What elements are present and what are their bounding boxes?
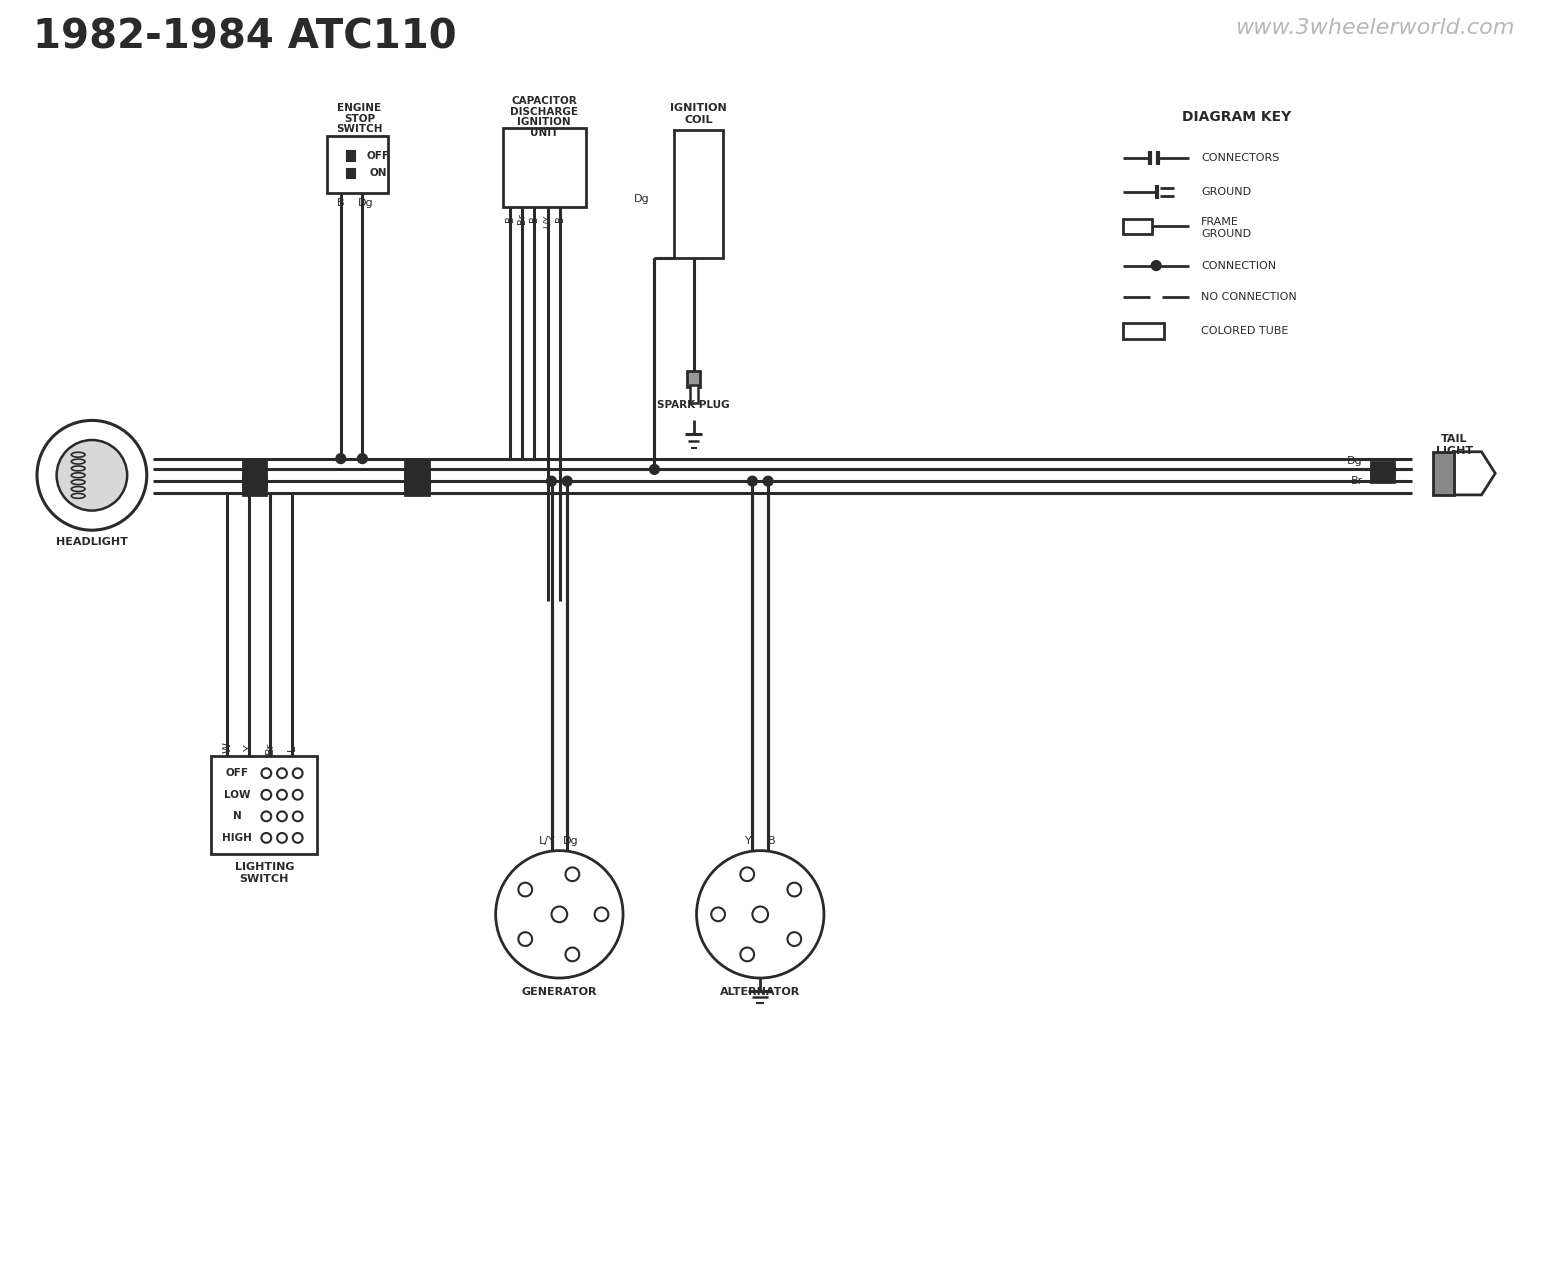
Text: B: B [768, 836, 776, 845]
Text: Dg: Dg [357, 197, 374, 207]
Text: LIGHTING: LIGHTING [235, 862, 294, 872]
Text: www.3wheelerworld.com: www.3wheelerworld.com [1236, 18, 1514, 38]
Circle shape [649, 465, 660, 475]
Circle shape [552, 906, 567, 922]
Circle shape [37, 420, 147, 530]
Text: Br: Br [1350, 476, 1363, 486]
Bar [502, 129, 586, 206]
Text: ON: ON [369, 168, 386, 178]
Bar [243, 475, 266, 495]
Bar [674, 130, 723, 257]
Circle shape [748, 476, 757, 486]
Circle shape [57, 440, 127, 510]
Bar [346, 151, 354, 160]
Text: Br: Br [266, 742, 275, 754]
Circle shape [294, 833, 303, 843]
Text: OFF: OFF [366, 150, 389, 160]
Circle shape [294, 789, 303, 799]
Text: STOP: STOP [345, 113, 375, 123]
Circle shape [294, 811, 303, 821]
Text: GENERATOR: GENERATOR [522, 987, 596, 997]
Text: Dg: Dg [564, 836, 579, 845]
Text: FRAME: FRAME [1202, 218, 1239, 228]
Text: B: B [505, 215, 516, 222]
Circle shape [335, 453, 346, 463]
Circle shape [547, 476, 556, 486]
Text: Dg: Dg [633, 193, 649, 204]
Bar [405, 458, 430, 488]
Text: B: B [555, 215, 565, 222]
Text: IGNITION: IGNITION [518, 117, 572, 127]
Text: GROUND: GROUND [1202, 229, 1251, 239]
Text: GROUND: GROUND [1202, 187, 1251, 197]
Bar [346, 168, 354, 178]
Circle shape [261, 769, 272, 778]
Circle shape [277, 811, 287, 821]
Text: UNIT: UNIT [530, 129, 558, 139]
Bar [689, 386, 697, 402]
Text: Dg: Dg [1347, 456, 1363, 466]
Circle shape [277, 833, 287, 843]
Text: B: B [528, 215, 539, 222]
Text: L: L [287, 745, 297, 751]
Bar [1370, 467, 1394, 482]
Text: 1982-1984 ATC110: 1982-1984 ATC110 [32, 18, 457, 57]
Text: SWITCH: SWITCH [337, 125, 383, 135]
Circle shape [562, 476, 572, 486]
Polygon shape [1454, 452, 1496, 495]
Bar [212, 756, 317, 854]
Circle shape [277, 769, 287, 778]
Circle shape [496, 850, 623, 978]
Text: CONNECTORS: CONNECTORS [1202, 153, 1279, 163]
Bar [1123, 323, 1163, 339]
Text: IGNITION: IGNITION [671, 103, 726, 113]
Text: DISCHARGE: DISCHARGE [510, 107, 578, 117]
Text: Y: Y [745, 836, 752, 845]
Text: LIGHT: LIGHT [1435, 446, 1472, 456]
Text: L/Y: L/Y [544, 215, 552, 228]
Text: COIL: COIL [684, 115, 712, 125]
Circle shape [763, 476, 772, 486]
Circle shape [294, 769, 303, 778]
Text: Br: Br [518, 213, 527, 224]
Text: LOW: LOW [224, 789, 250, 799]
Circle shape [1151, 261, 1162, 270]
Circle shape [752, 906, 768, 922]
Text: TAIL: TAIL [1441, 434, 1468, 444]
Text: OFF: OFF [226, 768, 249, 778]
Circle shape [261, 811, 272, 821]
Bar [686, 372, 700, 387]
Circle shape [357, 453, 368, 463]
Circle shape [261, 789, 272, 799]
Bar [1123, 219, 1153, 234]
Text: ENGINE: ENGINE [337, 103, 382, 113]
Text: N: N [233, 811, 241, 821]
Text: CONNECTION: CONNECTION [1202, 261, 1276, 271]
Bar [405, 474, 430, 495]
Text: NO CONNECTION: NO CONNECTION [1202, 292, 1296, 302]
Text: HIGH: HIGH [222, 833, 252, 843]
Text: L/Y: L/Y [539, 836, 556, 845]
Text: CAPACITOR: CAPACITOR [511, 95, 576, 106]
Bar [1370, 462, 1394, 476]
Text: ALTERNATOR: ALTERNATOR [720, 987, 800, 997]
Text: DIAGRAM KEY: DIAGRAM KEY [1182, 109, 1292, 123]
Text: SWITCH: SWITCH [239, 875, 289, 883]
Bar [1432, 452, 1454, 495]
Bar [243, 458, 266, 486]
Circle shape [277, 789, 287, 799]
Circle shape [261, 833, 272, 843]
Bar [328, 136, 388, 193]
Text: B: B [337, 197, 345, 207]
Text: W: W [222, 742, 232, 754]
Text: COLORED TUBE: COLORED TUBE [1202, 326, 1289, 336]
Circle shape [697, 850, 823, 978]
Text: HEADLIGHT: HEADLIGHT [56, 537, 128, 547]
Text: SPARK PLUG: SPARK PLUG [657, 400, 729, 410]
Text: Y: Y [244, 745, 253, 751]
